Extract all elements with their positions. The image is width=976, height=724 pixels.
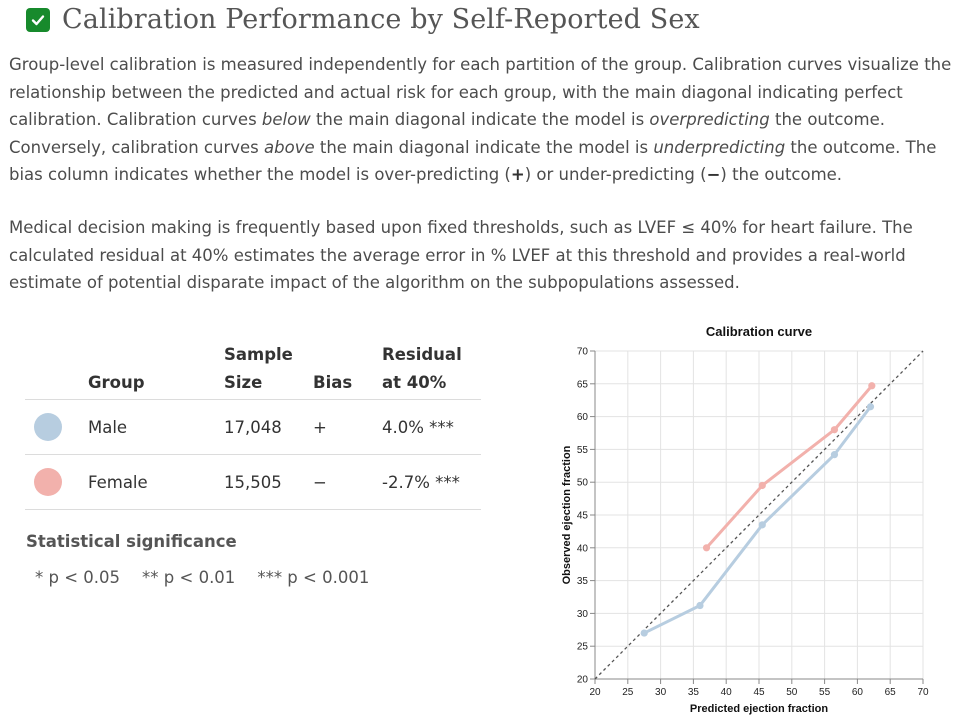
header-bias: Bias [313,373,353,392]
x-tick-label: 50 [786,687,798,698]
table-header-row: Group Sample Size Bias Residual at 40% [25,330,481,400]
significance-item: *** p < 0.001 [257,568,370,587]
chart-title: Calibration curve [706,324,812,339]
y-tick-label: 35 [577,576,589,587]
group-name: Female [88,472,148,492]
x-tick-label: 70 [917,687,929,698]
significance-item: * p < 0.05 [35,568,121,587]
female-color-dot [34,468,62,496]
x-tick-label: 25 [622,687,634,698]
significance-title: Statistical significance [26,532,237,551]
y-tick-label: 55 [577,445,589,456]
header-residual: Residual at 40% [382,345,462,392]
male-data-point [758,521,766,529]
minus-symbol: − [706,165,721,184]
checkmark-icon [26,7,50,32]
x-tick-label: 40 [721,687,733,698]
y-tick-label: 30 [577,609,589,620]
x-tick-label: 45 [753,687,765,698]
calibration-chart-svg: Calibration curve Predicted ejection fra… [561,324,929,715]
sample-size: 15,505 [224,472,282,492]
female-data-point [830,426,839,434]
male-data-point [866,403,875,411]
y-tick-label: 40 [577,543,589,554]
y-tick-label: 45 [577,511,589,522]
x-tick-label: 55 [819,687,831,698]
x-tick-label: 20 [589,687,601,698]
male-data-point [640,629,648,637]
x-tick-label: 60 [852,687,864,698]
table-row: Female 15,505 − -2.7% *** [25,455,481,510]
sample-size: 17,048 [224,417,282,437]
x-tick-label: 30 [655,687,667,698]
y-axis-label: Observed ejection fraction [561,445,573,584]
threshold-description: Medical decision making is frequently ba… [9,218,913,292]
female-data-point [758,481,766,490]
y-tick-label: 20 [577,675,589,686]
x-axis-label: Predicted ejection fraction [690,703,828,715]
table-row: Male 17,048 + 4.0% *** [25,400,481,455]
x-tick-label: 65 [885,687,897,698]
female-calibration-line [705,384,873,549]
y-tick-label: 60 [577,412,589,423]
calibration-chart: Calibration curve Predicted ejection fra… [545,318,965,720]
header-sample-size: Sample Size [224,345,293,392]
y-tick-label: 70 [577,347,589,358]
residual-value: 4.0% *** [382,417,454,437]
significance-legend: * p < 0.05 ** p < 0.01 *** p < 0.001 [35,568,369,587]
x-tick-label: 35 [688,687,700,698]
y-tick-label: 25 [577,642,589,653]
residual-value: -2.7% *** [382,472,460,492]
male-color-dot [34,413,62,441]
y-tick-label: 65 [577,379,589,390]
female-data-point [702,544,711,552]
male-data-point [830,451,839,459]
group-name: Male [88,417,128,437]
calibration-description: Group-level calibration is measured inde… [9,55,952,184]
bias-value: + [313,417,327,437]
header-group: Group [88,373,145,392]
page-title: Calibration Performance by Self-Reported… [62,4,700,35]
female-data-point [868,382,876,390]
significance-item: ** p < 0.01 [142,568,236,587]
y-tick-label: 50 [577,478,589,489]
male-data-point [696,601,704,610]
section-header: Calibration Performance by Self-Reported… [26,4,700,35]
bias-value: − [313,472,327,492]
male-calibration-line [643,405,872,635]
plus-symbol: + [510,165,525,184]
calibration-table: Group Sample Size Bias Residual at 40% M… [25,330,481,510]
